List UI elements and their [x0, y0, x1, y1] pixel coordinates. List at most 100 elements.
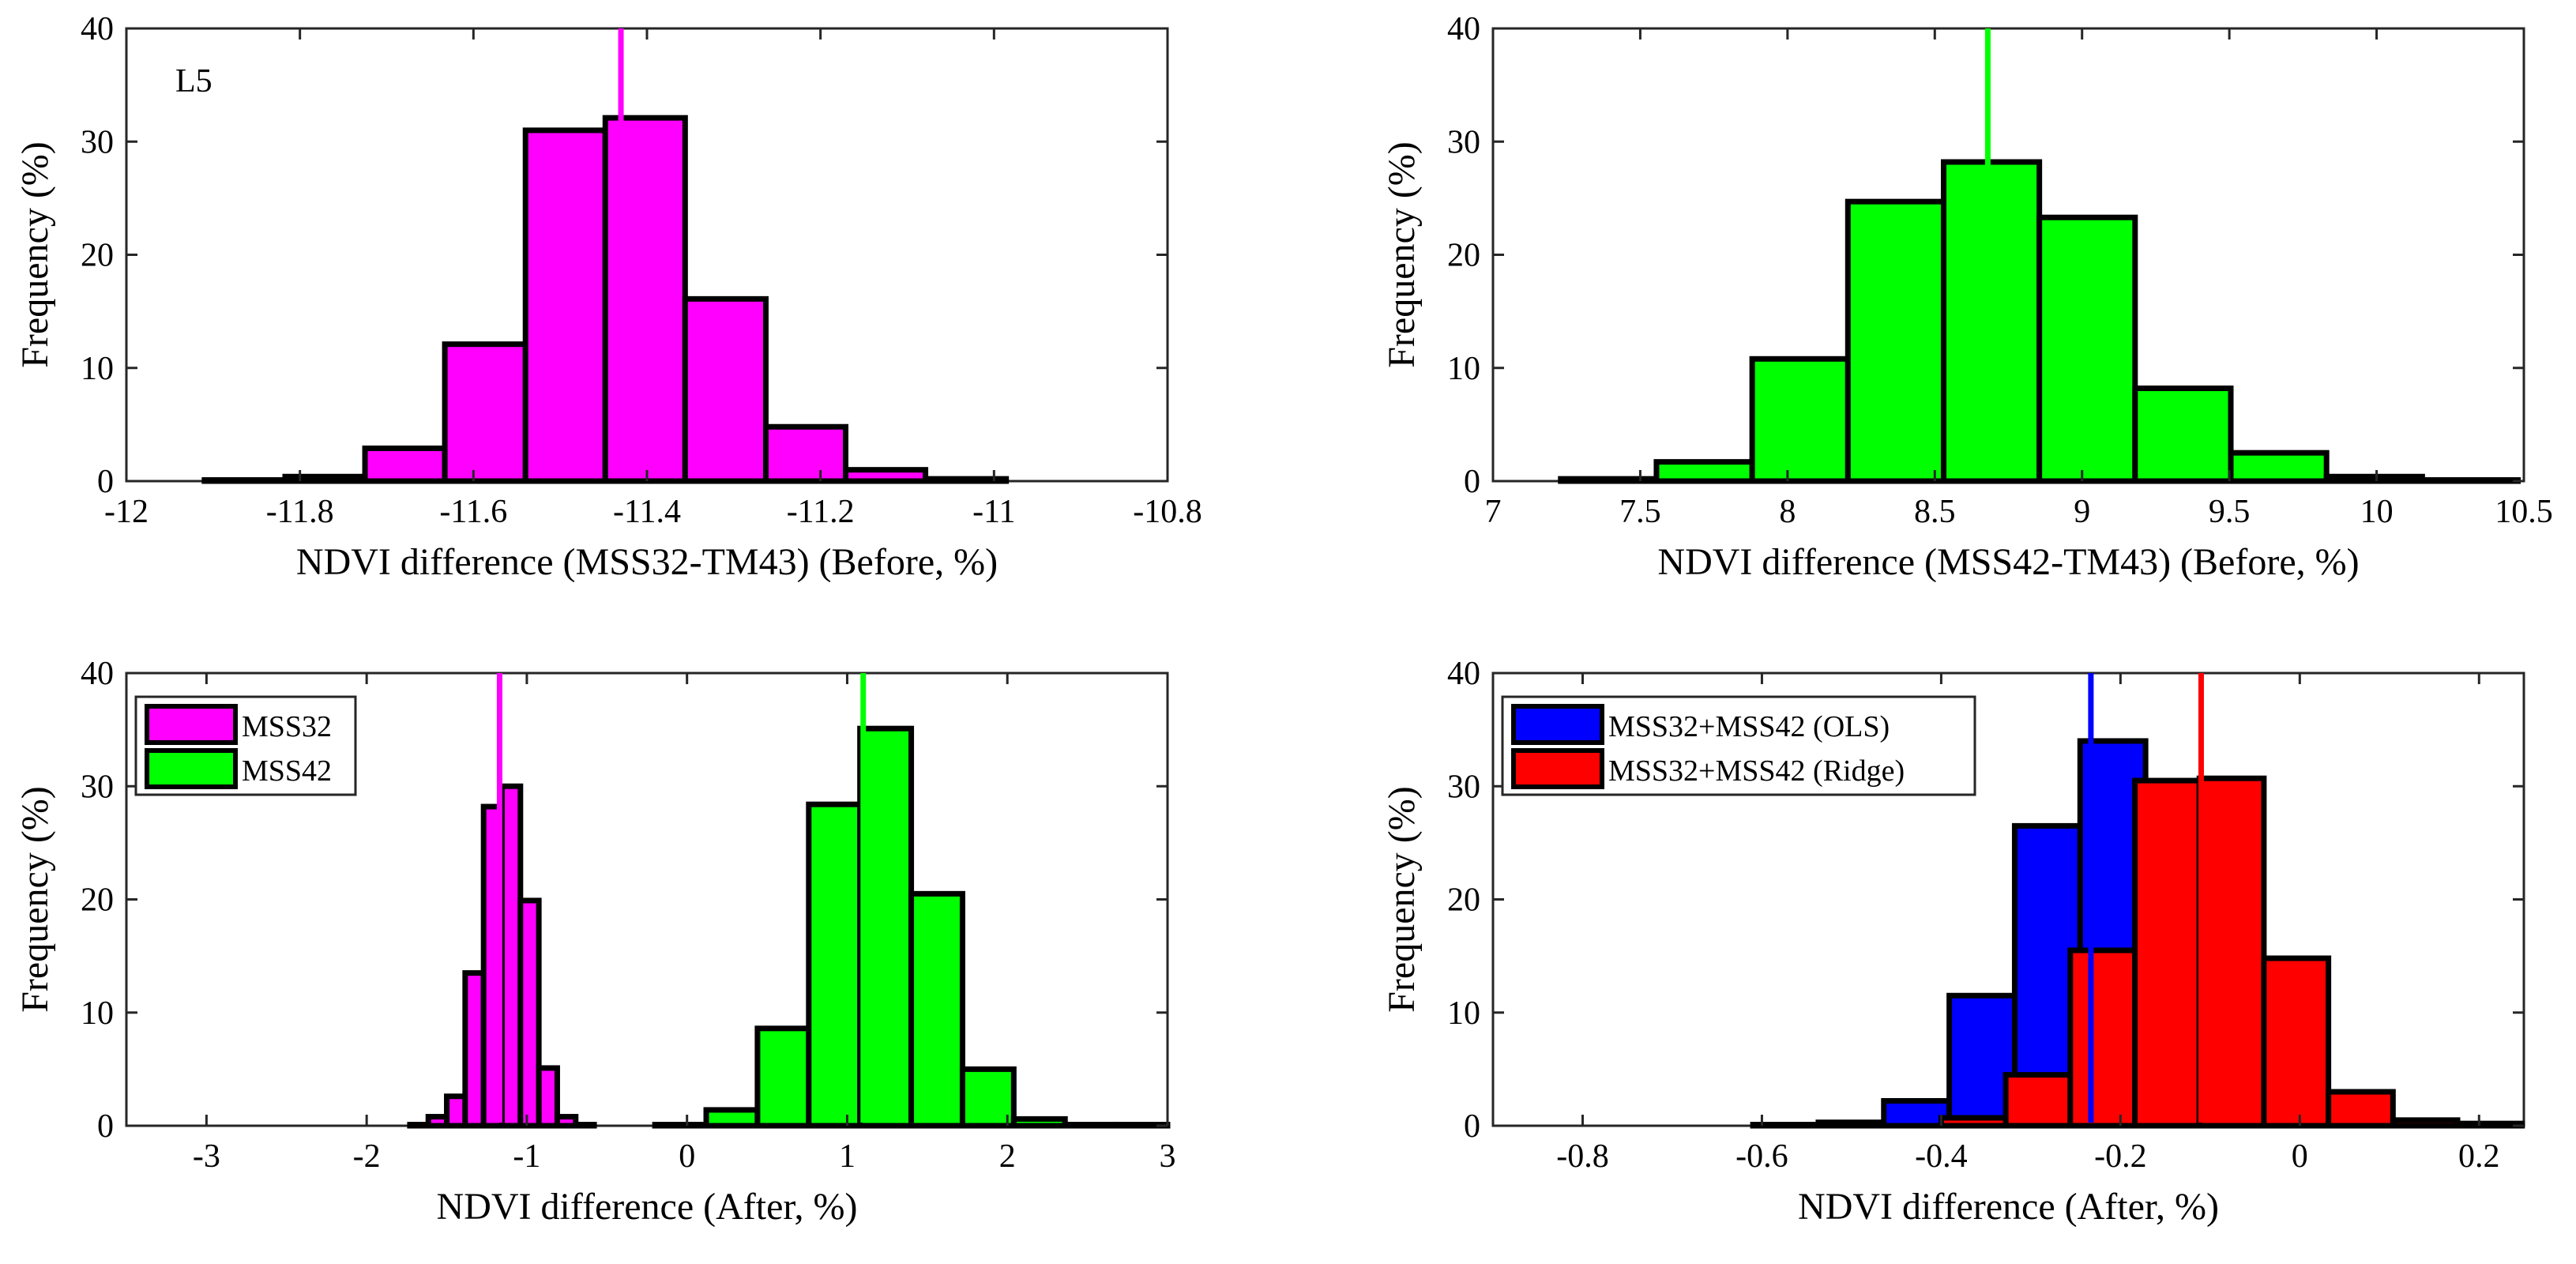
x-tick-label: -2 [353, 1138, 381, 1175]
x-tick-label: -11.4 [613, 494, 681, 530]
histogram-bar [362, 445, 448, 484]
histogram-bar [2326, 1089, 2396, 1129]
x-tick-label: 0 [679, 1138, 695, 1175]
x-tick-label: 1 [839, 1138, 856, 1175]
x-tick-label: -0.2 [2094, 1138, 2147, 1175]
x-tick-label: -11.8 [266, 494, 334, 530]
histogram-bar [682, 295, 769, 484]
y-tick-label: 20 [1447, 238, 1480, 274]
x-tick-label: 8 [1779, 494, 1796, 530]
x-tick-label: 0 [2292, 1138, 2308, 1175]
histogram-bar [923, 476, 1010, 484]
x-axis-label: NDVI difference (After, %) [437, 1186, 858, 1228]
x-tick-label: 10.5 [2495, 494, 2553, 530]
histogram-bar [2323, 473, 2425, 484]
chart-panel-top-right: 7 7.5 8 8.5 9 9.5 10 10.5 0 10 20 30 40 NDVI differen… [1381, 11, 2553, 583]
y-tick-label: 10 [1447, 995, 1480, 1032]
y-tick-label: 40 [1447, 11, 1480, 47]
histogram-bar [2454, 1120, 2525, 1129]
x-tick-label: 10 [2360, 494, 2394, 530]
histogram-bar [652, 1122, 709, 1129]
x-tick-label: 7 [1485, 494, 1502, 530]
series-mss42 [1558, 159, 2521, 484]
y-tick-label: 10 [1447, 351, 1480, 387]
x-tick-label: 7.5 [1619, 494, 1661, 530]
histogram-bar [1558, 476, 1660, 484]
series-mss32 [201, 115, 1010, 484]
legend-swatch [1511, 704, 1604, 745]
x-axis-label: NDVI difference (MSS42-TM43) (Before, %) [1657, 541, 2359, 583]
histogram-bar [959, 1066, 1017, 1129]
x-tick-label: -12 [104, 494, 149, 530]
legend-swatch [145, 748, 238, 789]
legend-swatch [145, 704, 238, 745]
histogram-bar [2067, 947, 2138, 1129]
chart-panel-top-left: -12 -11.8 -11.6 -11.4 -11.2 -11 -10.8 0 10 20 30 40… [14, 11, 1202, 583]
series-mss42 [652, 725, 1171, 1129]
x-tick-label: 8.5 [1914, 494, 1956, 530]
y-axis-label: Frequency (%) [1381, 786, 1423, 1013]
histogram-bar [843, 467, 929, 484]
series-mss32 [407, 783, 597, 1129]
y-tick-label: 0 [1464, 464, 1480, 500]
x-tick-label: 9.5 [2209, 494, 2251, 530]
histogram-bar [1653, 459, 1755, 484]
histogram-bar [2419, 477, 2521, 484]
y-tick-label: 40 [81, 656, 114, 692]
histogram-bar [806, 801, 863, 1129]
histogram-bar [1845, 198, 1946, 484]
histogram-bar [2003, 1072, 2074, 1129]
legend-label: MSS32 [242, 710, 332, 743]
y-tick-label: 30 [81, 769, 114, 805]
x-tick-label: -3 [193, 1138, 220, 1175]
series-mss32-mss42-ridge- [1938, 775, 2525, 1129]
y-tick-label: 30 [1447, 124, 1480, 160]
histogram-bar [762, 423, 849, 484]
histogram-bar [1815, 1119, 1887, 1129]
y-tick-label: 0 [97, 1108, 114, 1145]
x-tick-label: 9 [2074, 494, 2090, 530]
x-tick-label: -11.6 [439, 494, 507, 530]
x-tick-label: -0.4 [1915, 1138, 1968, 1175]
y-tick-label: 30 [1447, 769, 1480, 805]
legend-label: MSS32+MSS42 (OLS) [1608, 710, 1890, 743]
histogram-bar [857, 725, 915, 1129]
legend-swatch [1511, 748, 1604, 789]
x-tick-label: 2 [999, 1138, 1016, 1175]
x-axis-label: NDVI difference (MSS32-TM43) (Before, %) [296, 541, 998, 583]
y-tick-label: 10 [81, 351, 114, 387]
histogram-bar [2196, 775, 2267, 1129]
x-tick-label: -11 [972, 494, 1015, 530]
y-tick-label: 20 [81, 238, 114, 274]
x-axis-label: NDVI difference (After, %) [1798, 1186, 2219, 1228]
legend-label: MSS42 [242, 754, 332, 788]
histogram-bar [554, 1114, 579, 1129]
y-tick-label: 40 [81, 11, 114, 47]
y-tick-label: 0 [97, 464, 114, 500]
histogram-bar [1010, 1115, 1068, 1129]
panel-label: L5 [175, 63, 212, 100]
y-tick-label: 30 [81, 124, 114, 160]
histogram-bar [602, 115, 688, 484]
x-tick-label: 3 [1160, 1138, 1176, 1175]
legend: MSS32 MSS42 [134, 695, 357, 796]
histogram-bar [1938, 1115, 2009, 1129]
y-tick-label: 40 [1447, 656, 1480, 692]
x-tick-label: 0.2 [2458, 1138, 2500, 1175]
x-tick-label: -1 [513, 1138, 540, 1175]
histogram-bar [1940, 159, 2043, 484]
histogram-bar [908, 890, 965, 1129]
histogram-bar [517, 897, 542, 1129]
x-tick-label: -11.2 [787, 494, 855, 530]
chart-panel-bottom-right: -0.8 -0.6 -0.4 -0.2 0 0.2 0 10 20 30 40 NDVI differ… [1381, 656, 2525, 1228]
histogram-bar [522, 127, 608, 484]
x-tick-label: -10.8 [1133, 494, 1202, 530]
y-axis-label: Frequency (%) [1381, 141, 1423, 368]
histogram-bar [703, 1107, 761, 1129]
histogram-bar [573, 1122, 597, 1129]
histogram-bar [1062, 1122, 1119, 1129]
histogram-bar [2132, 386, 2234, 484]
y-tick-label: 10 [81, 995, 114, 1032]
